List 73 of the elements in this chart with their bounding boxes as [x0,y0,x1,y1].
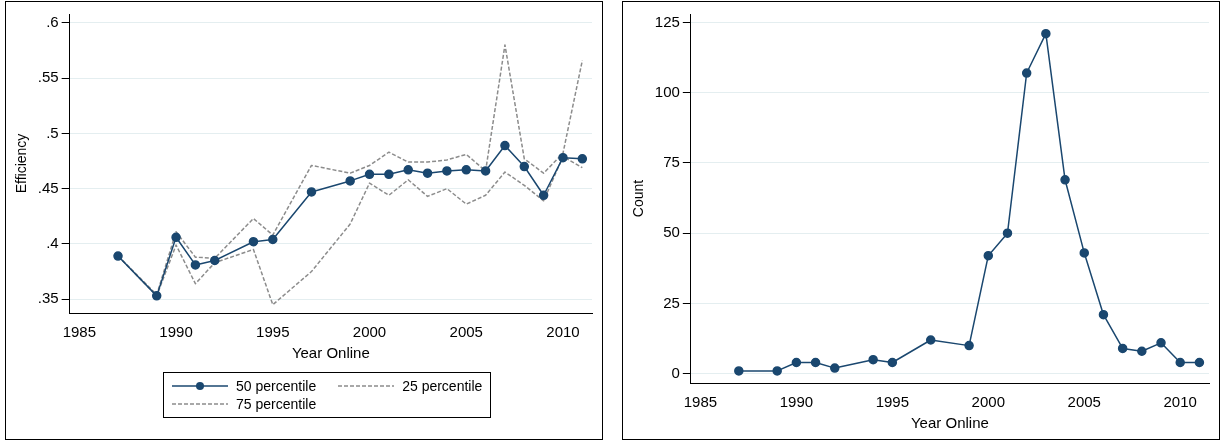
point [113,251,123,261]
point [1156,338,1166,348]
y-tick-label: .55 [37,68,59,86]
x-tick-label: 2005 [1067,393,1101,411]
x-tick-label: 2010 [1163,393,1197,411]
point [810,357,821,368]
x-tick-label: 1985 [683,393,718,411]
y-tick-label: .4 [46,234,59,252]
point [538,190,549,201]
point [210,255,220,266]
point [248,236,259,247]
point [1079,248,1090,258]
point [519,161,530,172]
point [1041,28,1051,39]
point [1194,357,1205,368]
point [151,291,162,301]
point [734,366,744,376]
y-tick-label: .35 [37,289,59,307]
point [422,168,433,178]
point [577,154,588,164]
point [384,169,394,180]
y-tick-label: 25 [663,293,680,311]
point [925,335,936,345]
x-tick-label: 1995 [256,323,290,341]
point [442,166,452,176]
y-tick-label: .6 [46,12,59,30]
point [364,169,375,180]
y-tick-label: 100 [654,82,680,100]
point [171,232,181,243]
y-tick-label: 50 [663,223,680,241]
y-tick-label: 75 [663,153,680,171]
point [887,357,898,368]
point [345,176,355,186]
legend-label: 75 percentile [236,396,317,412]
y-tick-label: 0 [671,363,680,381]
x-tick-label: 2010 [546,323,580,341]
point [772,366,782,376]
point [1002,228,1013,238]
x-tick-label: 1990 [779,393,814,411]
legend-label: 25 percentile [402,378,483,394]
point [830,363,840,373]
point [1137,346,1147,356]
point [1175,357,1185,368]
point [1098,309,1109,320]
point [500,140,510,151]
point [868,354,878,365]
x-tick-label: 2000 [352,323,387,341]
point [558,152,568,163]
point [983,250,994,261]
legend-label: 50 percentile [236,378,317,394]
point [791,357,802,368]
x-tick-label: 1990 [159,323,193,341]
x-tick-label: 2005 [449,323,483,341]
point [1060,175,1070,185]
point [480,166,491,176]
x-tick-label: 2000 [971,393,1005,411]
y-tick-label: .5 [46,123,59,141]
point [403,165,413,175]
y-axis-title: Efficiency [13,133,30,194]
y-tick-label: .45 [37,178,59,196]
point [306,187,317,197]
y-axis-title: Count [630,179,647,218]
point [190,260,201,270]
x-axis-title: Year Online [910,414,989,432]
point [1117,343,1128,354]
point [268,234,278,245]
x-tick-label: 1995 [875,393,910,411]
x-axis-title: Year Online [291,344,370,362]
point [964,340,974,351]
point [1021,68,1032,78]
point [461,165,471,175]
y-tick-label: 125 [654,12,680,30]
x-tick-label: 1985 [62,323,97,341]
